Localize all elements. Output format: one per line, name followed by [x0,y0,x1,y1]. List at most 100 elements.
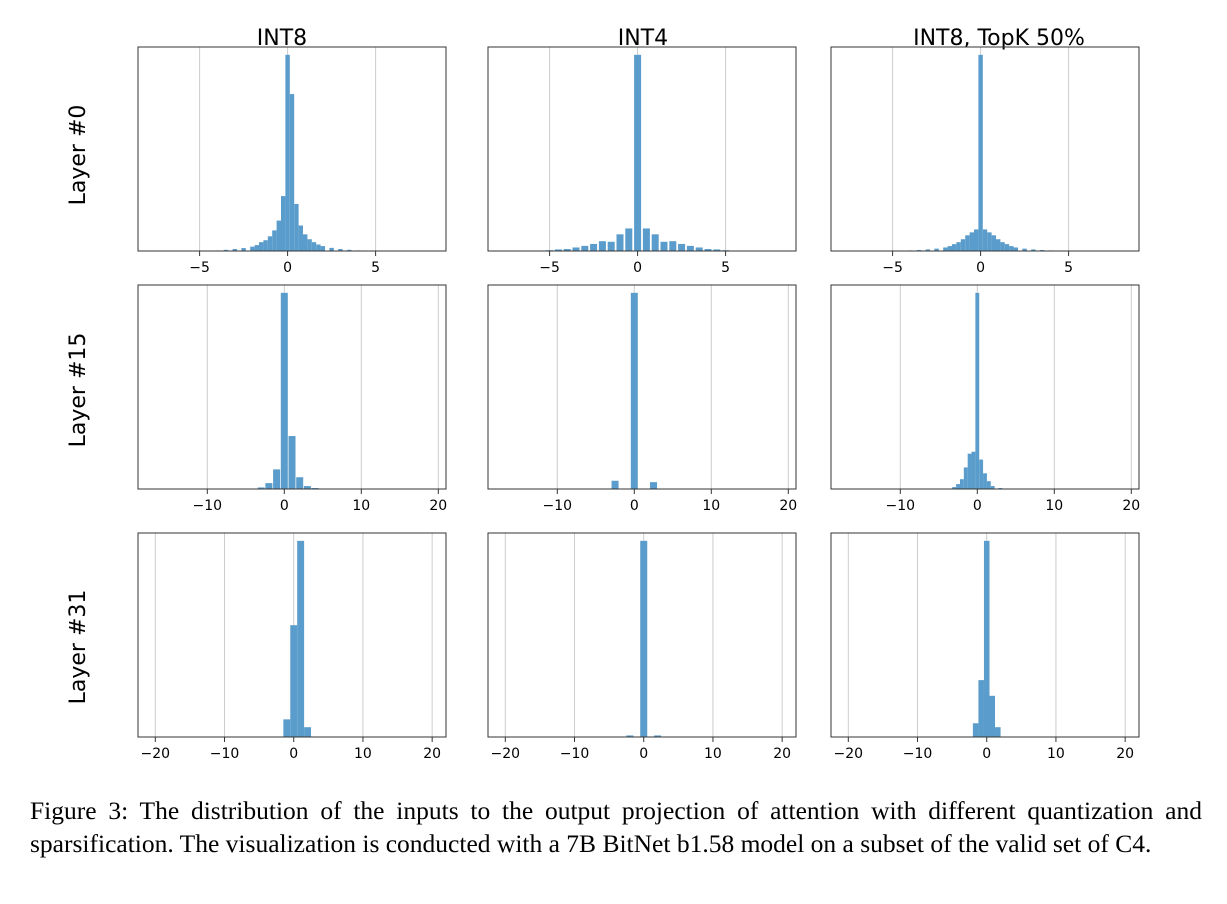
x-tick-label: −20 [491,746,521,762]
x-tick-label: −5 [882,260,903,276]
histogram-bar [952,244,957,251]
x-tick-label: −5 [189,260,210,276]
histogram-bar [640,540,648,737]
histogram-bar [290,625,298,737]
histogram-bar [616,234,624,251]
histogram-bar [650,482,658,489]
x-tick-label: −20 [834,746,864,762]
histogram-bar [704,249,712,251]
histogram-bar [987,232,992,251]
x-tick-label: −10 [903,746,933,762]
figure-caption: Figure 3: The distribution of the inputs… [30,796,1202,858]
panel-layer-0-int8-topk-50: −5 0 5 [830,46,1140,276]
x-tick-label: −10 [560,746,590,762]
x-tick-label: 0 [976,260,985,276]
histogram-bar [329,247,334,251]
row-label-layer-0: Layer #0 [66,105,91,206]
histogram-bar [660,241,668,251]
x-tick-label: 0 [630,498,639,514]
panel-layer-0-int4: −5 0 5 [487,46,797,276]
histogram-bar [259,242,264,251]
histogram-bar [925,249,930,251]
histogram-bar [952,487,957,489]
x-tick-label: 20 [429,498,447,514]
panel-layer-0-int8: −5 0 5 [137,46,447,276]
histogram-bar [276,220,281,251]
histogram-bar [978,680,984,737]
axes-frame [487,46,797,252]
row-label-layer-31: Layer #31 [66,590,91,705]
x-tick-label: 10 [1045,498,1063,514]
histogram-bar [678,243,686,251]
histogram-bar [947,246,952,251]
x-tick-label: 5 [371,260,380,276]
histogram-bar [986,481,991,489]
histogram-bar [297,540,305,737]
x-tick-label: 0 [280,498,289,514]
histogram-bar [1013,247,1018,251]
histogram-bar [669,241,677,251]
x-tick-label: 5 [721,260,730,276]
histogram-bar [971,451,976,489]
histogram-bar [304,727,312,737]
histogram-bar [625,228,633,251]
panel-layer-15-int4: −10 0 10 20 [487,284,797,514]
histogram-bar [607,241,615,251]
histogram-bar [307,239,312,251]
axes-frame [137,284,447,490]
histogram-bar [634,54,642,251]
histogram-bar [979,459,984,489]
histogram-bar [288,436,296,489]
histogram-bar [289,94,295,251]
axes-frame [487,284,797,490]
histogram-bar [298,225,303,251]
x-tick-label: −10 [210,746,240,762]
histogram-bar [572,247,580,251]
histogram-bar [311,242,317,251]
histogram-bar [983,473,987,489]
histogram-bar [611,480,619,489]
histogram-bar [581,245,589,251]
histogram-bar [347,249,352,251]
x-tick-label: 5 [1064,260,1073,276]
histogram-bar [285,54,290,251]
histogram-bar [651,234,659,251]
histogram-bar [1004,244,1010,251]
histogram-bar [273,469,281,489]
x-tick-label: −10 [543,498,573,514]
histogram-bar [969,232,974,251]
panel-layer-31-int8-topk-50: −20 −10 0 10 20 [830,532,1140,762]
histogram-bar [982,229,988,251]
histogram-grid-figure: INT8 INT4 INT8, TopK 50% Layer #0 Layer … [66,26,1140,762]
histogram-bar [990,486,995,489]
histogram-bar [598,241,606,251]
histogram-bar [975,292,980,489]
histogram-bar [303,234,308,251]
histogram-bar [965,235,970,251]
x-tick-label: 20 [773,746,791,762]
histogram-bar [554,249,562,251]
x-tick-label: 0 [982,746,991,762]
histogram-bar [686,245,694,251]
histogram-bar [232,249,237,251]
histogram-bar [989,695,996,737]
axes-frame [137,46,447,252]
histogram-bar [963,467,968,489]
histogram-bar [263,240,268,251]
histogram-bar [303,486,311,489]
x-tick-label: 10 [352,498,370,514]
x-tick-label: 0 [973,498,982,514]
panel-layer-15-int8-topk-50: −10 0 10 20 [830,284,1140,514]
axes-frame [830,284,1140,490]
histogram-bar [972,723,979,737]
panel-layer-15-int8: −10 0 10 20 [137,284,447,514]
x-tick-label: 0 [633,260,642,276]
histogram-bar [281,196,286,251]
histogram-bar [1022,248,1027,251]
histogram-bar [1009,246,1014,251]
x-tick-label: 20 [423,746,441,762]
x-tick-label: −5 [539,260,560,276]
histogram-bar [254,245,259,251]
histogram-bar [563,249,571,251]
histogram-bar [983,540,990,737]
